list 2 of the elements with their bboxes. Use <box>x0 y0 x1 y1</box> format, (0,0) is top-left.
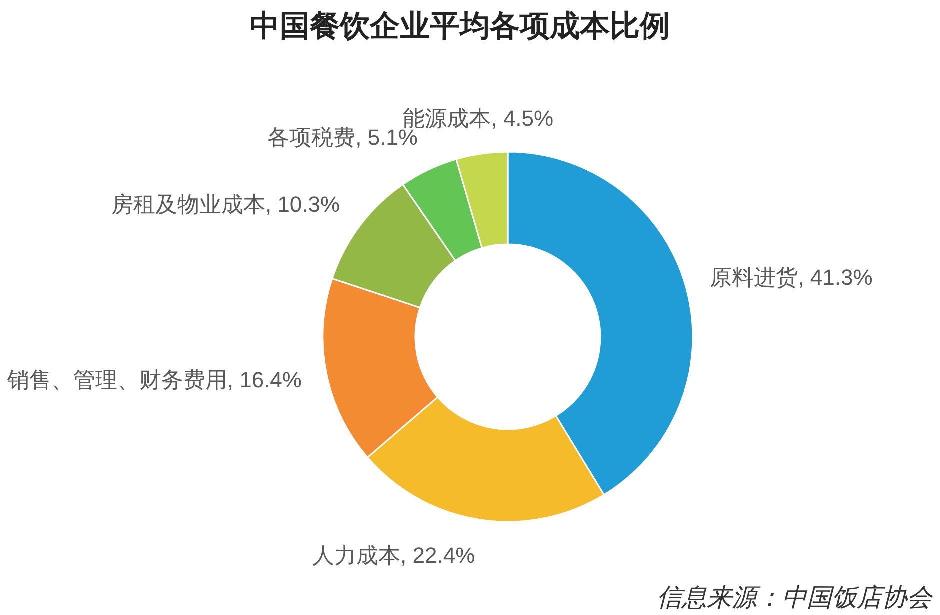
title: 中国餐饮企业平均各项成本比例 <box>250 10 670 43</box>
annotation: 信息来源：中国饭店协会 <box>657 584 932 612</box>
